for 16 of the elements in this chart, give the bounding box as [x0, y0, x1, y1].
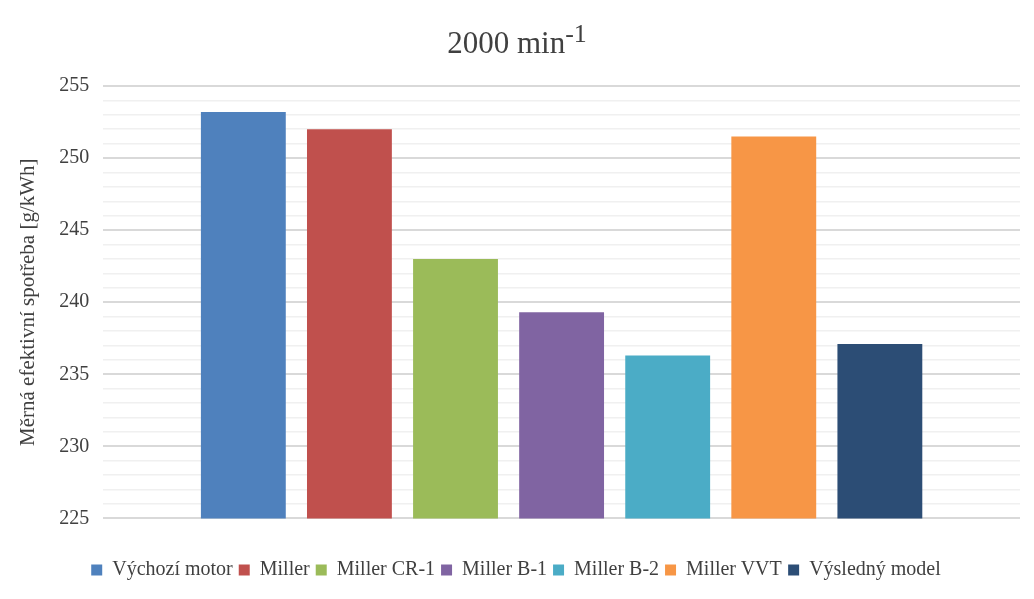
y-tick-label: 225 [59, 505, 90, 528]
legend-label: Miller B-1 [462, 557, 548, 580]
y-tick-label: 240 [59, 289, 90, 312]
y-tick-label: 250 [59, 145, 90, 168]
chart-title: 2000 min$^{-1}$ [446, 18, 588, 61]
y-axis-title: Měrná efektivní spotřeba [g/kWh] [15, 158, 40, 446]
y-tick-label: 235 [59, 361, 90, 384]
y-tick-label: 255 [59, 73, 90, 96]
legend-label: Miller [259, 557, 311, 580]
y-tick-label: 245 [59, 217, 90, 240]
y-tick-label: 230 [59, 433, 90, 456]
legend-label: Výsledný model [809, 557, 942, 581]
legend-label: Miller VVT [686, 557, 782, 580]
legend-label: Miller CR-1 [336, 557, 436, 580]
legend-label: Výchozí motor [112, 557, 234, 581]
legend-label: Miller B-2 [574, 557, 660, 580]
